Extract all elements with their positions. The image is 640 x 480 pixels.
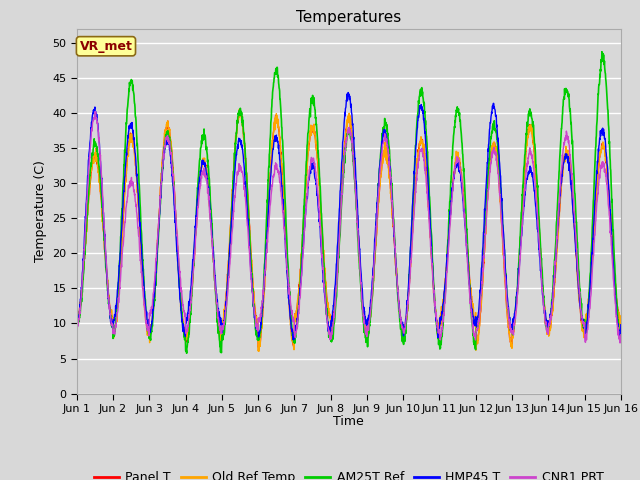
Legend: Panel T, Old Ref Temp, AM25T Ref, HMP45 T, CNR1 PRT: Panel T, Old Ref Temp, AM25T Ref, HMP45 … [89,467,609,480]
Y-axis label: Temperature (C): Temperature (C) [34,160,47,262]
X-axis label: Time: Time [333,415,364,429]
Text: VR_met: VR_met [79,40,132,53]
Title: Temperatures: Temperatures [296,10,401,25]
